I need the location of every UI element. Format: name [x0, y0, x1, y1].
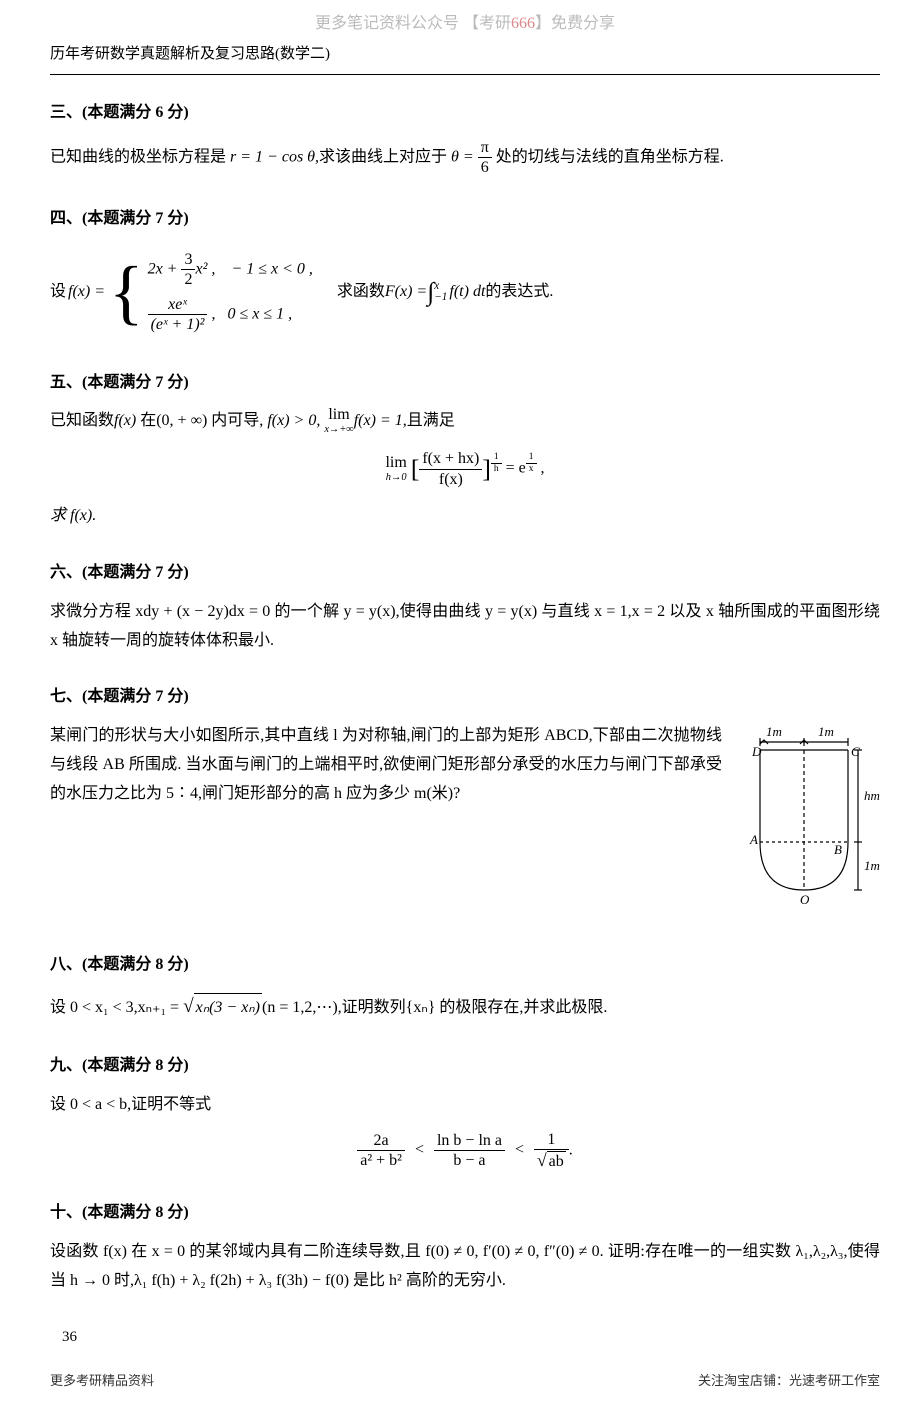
- svg-text:1m: 1m: [818, 724, 834, 739]
- q9-equation: 2aa² + b² < ln b − ln ab − a < 1√ab.: [50, 1130, 880, 1171]
- q6-body: 求微分方程 xdy + (x − 2y)dx = 0 的一个解 y = y(x)…: [50, 598, 880, 656]
- q3-body: 已知曲线的极坐标方程是 r = 1 − cos θ,求该曲线上对应于 θ = π…: [50, 138, 880, 177]
- svg-text:A: A: [749, 832, 758, 847]
- q4-title: 四、(本题满分 7 分): [50, 205, 880, 234]
- watermark: 更多笔记资料公众号 【考研666】免费分享: [50, 10, 880, 39]
- q5-line1: 已知函数f(x) 在(0, + ∞) 内可导, f(x) > 0, limx→+…: [50, 407, 880, 436]
- svg-text:D: D: [751, 744, 762, 759]
- q6-title: 六、(本题满分 7 分): [50, 559, 880, 588]
- q5-title: 五、(本题满分 7 分): [50, 369, 880, 398]
- q3-title: 三、(本题满分 6 分): [50, 99, 880, 128]
- question-8: 八、(本题满分 8 分) 设 0 < x₁ < 3,xₙ₊₁ = √xₙ(3 −…: [50, 951, 880, 1024]
- footer: 更多考研精品资料 关注淘宝店铺：光速考研工作室: [50, 1369, 880, 1392]
- q5-line3: 求 f(x).: [50, 502, 880, 531]
- q9-title: 九、(本题满分 8 分): [50, 1052, 880, 1081]
- question-5: 五、(本题满分 7 分) 已知函数f(x) 在(0, + ∞) 内可导, f(x…: [50, 369, 880, 531]
- question-7: 七、(本题满分 7 分) 某闸门的形状与大小如图所示,其中直线 l 为对称轴,闸…: [50, 683, 880, 923]
- svg-text:C: C: [851, 744, 860, 759]
- q8-body: 设 0 < x₁ < 3,xₙ₊₁ = √xₙ(3 − xₙ)(n = 1,2,…: [50, 990, 880, 1025]
- q8-title: 八、(本题满分 8 分): [50, 951, 880, 980]
- svg-text:1m: 1m: [864, 858, 880, 873]
- question-4: 四、(本题满分 7 分) 设f(x) = { 2x + 32x² , − 1 ≤…: [50, 205, 880, 341]
- question-10: 十、(本题满分 8 分) 设函数 f(x) 在 x = 0 的某邻域内具有二阶连…: [50, 1199, 880, 1295]
- q4-body: 设f(x) = { 2x + 32x² , − 1 ≤ x < 0 , xeˣ(…: [50, 244, 880, 341]
- question-9: 九、(本题满分 8 分) 设 0 < a < b,证明不等式 2aa² + b²…: [50, 1052, 880, 1171]
- question-3: 三、(本题满分 6 分) 已知曲线的极坐标方程是 r = 1 − cos θ,求…: [50, 99, 880, 177]
- footer-left: 更多考研精品资料: [50, 1369, 154, 1392]
- q7-figure: 1m 1m D C A B O hm 1m: [740, 722, 880, 923]
- q7-title: 七、(本题满分 7 分): [50, 683, 880, 712]
- footer-right: 关注淘宝店铺：光速考研工作室: [698, 1369, 880, 1392]
- svg-text:1m: 1m: [766, 724, 782, 739]
- question-6: 六、(本题满分 7 分) 求微分方程 xdy + (x − 2y)dx = 0 …: [50, 559, 880, 655]
- q7-body: 某闸门的形状与大小如图所示,其中直线 l 为对称轴,闸门的上部为矩形 ABCD,…: [50, 722, 722, 808]
- q5-equation: limh→0 [f(x + hx)f(x)]1h = e1x ,: [50, 446, 880, 492]
- svg-text:B: B: [834, 842, 842, 857]
- page-header: 历年考研数学真题解析及复习思路(数学二): [50, 41, 880, 75]
- svg-text:hm: hm: [864, 788, 880, 803]
- page-number: 36: [62, 1324, 880, 1351]
- q10-body: 设函数 f(x) 在 x = 0 的某邻域内具有二阶连续导数,且 f(0) ≠ …: [50, 1238, 880, 1296]
- svg-text:O: O: [800, 892, 810, 907]
- q10-title: 十、(本题满分 8 分): [50, 1199, 880, 1228]
- q9-line1: 设 0 < a < b,证明不等式: [50, 1091, 880, 1120]
